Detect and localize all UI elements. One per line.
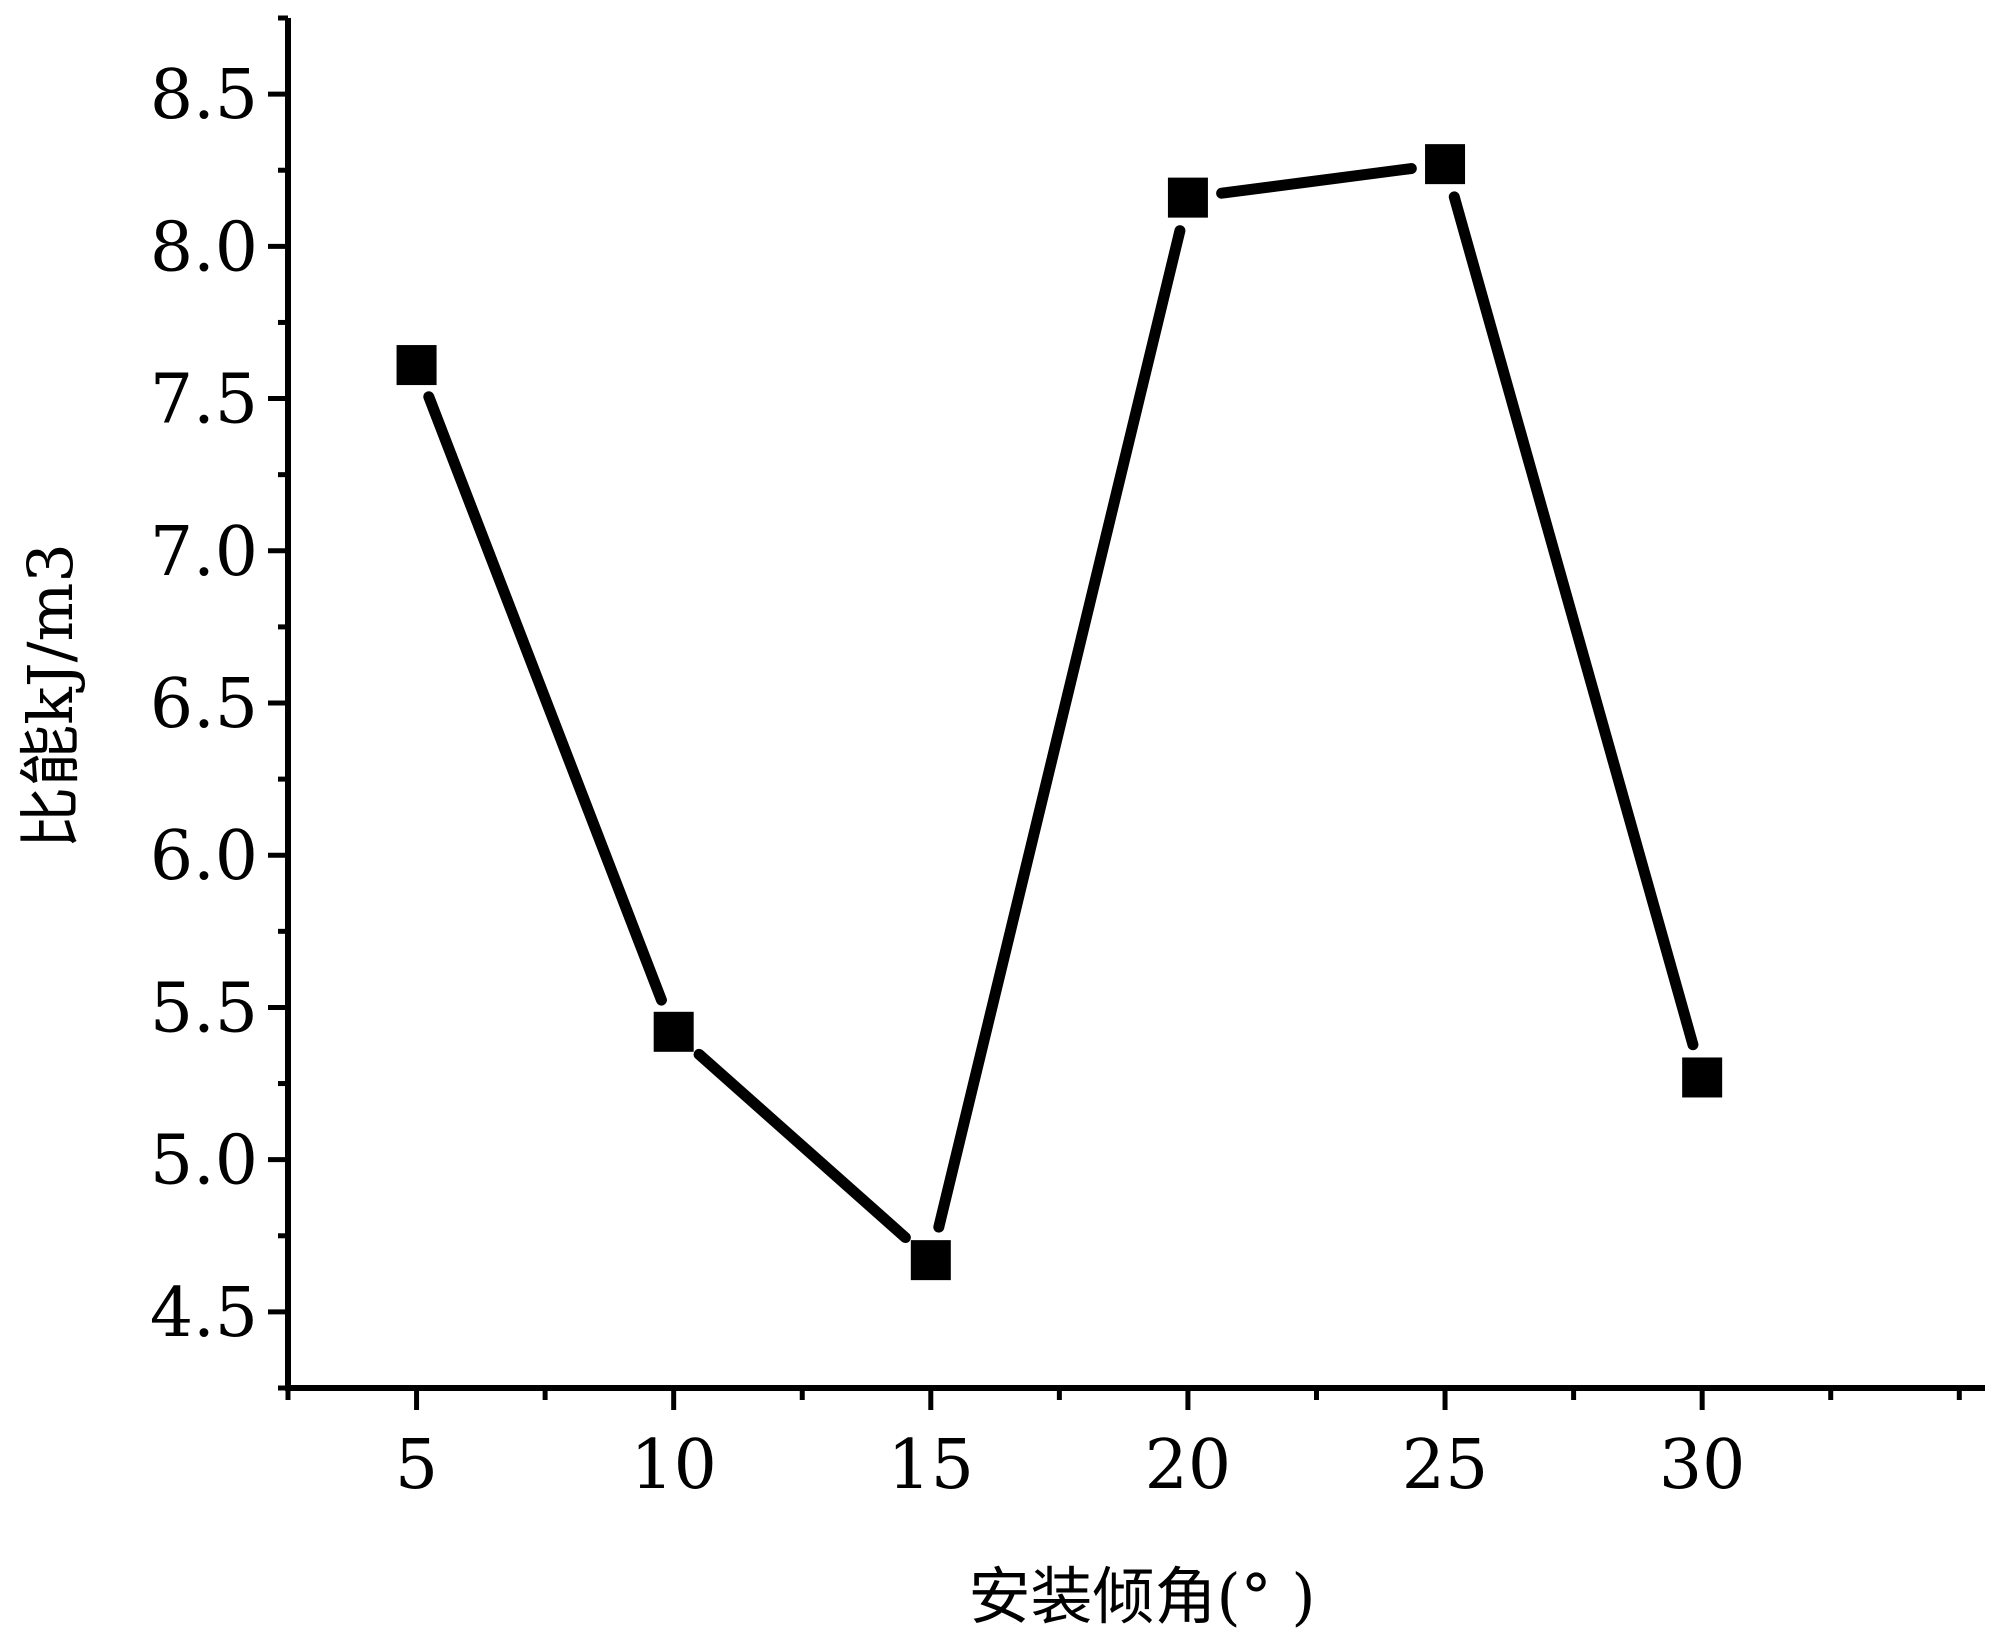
data-series xyxy=(396,144,1723,1281)
data-point-marker xyxy=(1682,1057,1723,1098)
data-point-marker xyxy=(1425,144,1466,185)
series-line-segment xyxy=(693,1048,911,1244)
y-tick-label: 6.5 xyxy=(150,665,258,744)
data-point-marker xyxy=(1167,177,1208,218)
series-line-segment xyxy=(423,391,667,1006)
y-tick-label: 6.0 xyxy=(150,817,258,896)
y-tick-label: 8.0 xyxy=(150,208,258,287)
x-tick-label: 20 xyxy=(1145,1426,1232,1505)
y-tick-label: 7.5 xyxy=(150,361,258,440)
x-tick-label: 10 xyxy=(630,1426,717,1505)
y-tick-label: 8.5 xyxy=(150,56,258,135)
data-point-marker xyxy=(910,1240,951,1281)
x-tick-label: 30 xyxy=(1659,1426,1746,1505)
y-tick-label: 5.0 xyxy=(150,1122,258,1201)
y-axis-title: 比能kJ/m3 xyxy=(14,543,87,849)
series-line-segment xyxy=(1448,191,1699,1051)
tick-marks xyxy=(268,15,1962,1410)
x-tick-label: 15 xyxy=(888,1426,975,1505)
tick-labels: 4.5 5.0 5.5 6.0 6.5 7.0 7.5 8.0 8.5 5 10 15 20 25 30 xyxy=(150,56,1746,1505)
y-tick-label: 5.5 xyxy=(150,969,258,1048)
x-tick-label: 5 xyxy=(395,1426,438,1505)
y-tick-label: 7.0 xyxy=(150,513,258,592)
data-point-marker xyxy=(653,1011,694,1052)
series-line-segment xyxy=(1216,163,1417,199)
series-line-segment xyxy=(933,225,1186,1233)
axes xyxy=(285,18,1985,1391)
x-tick-label: 25 xyxy=(1402,1426,1489,1505)
data-point-marker xyxy=(396,345,437,386)
y-tick-label: 4.5 xyxy=(150,1274,258,1353)
x-axis-title: 安装倾角(° ) xyxy=(968,1560,1315,1633)
